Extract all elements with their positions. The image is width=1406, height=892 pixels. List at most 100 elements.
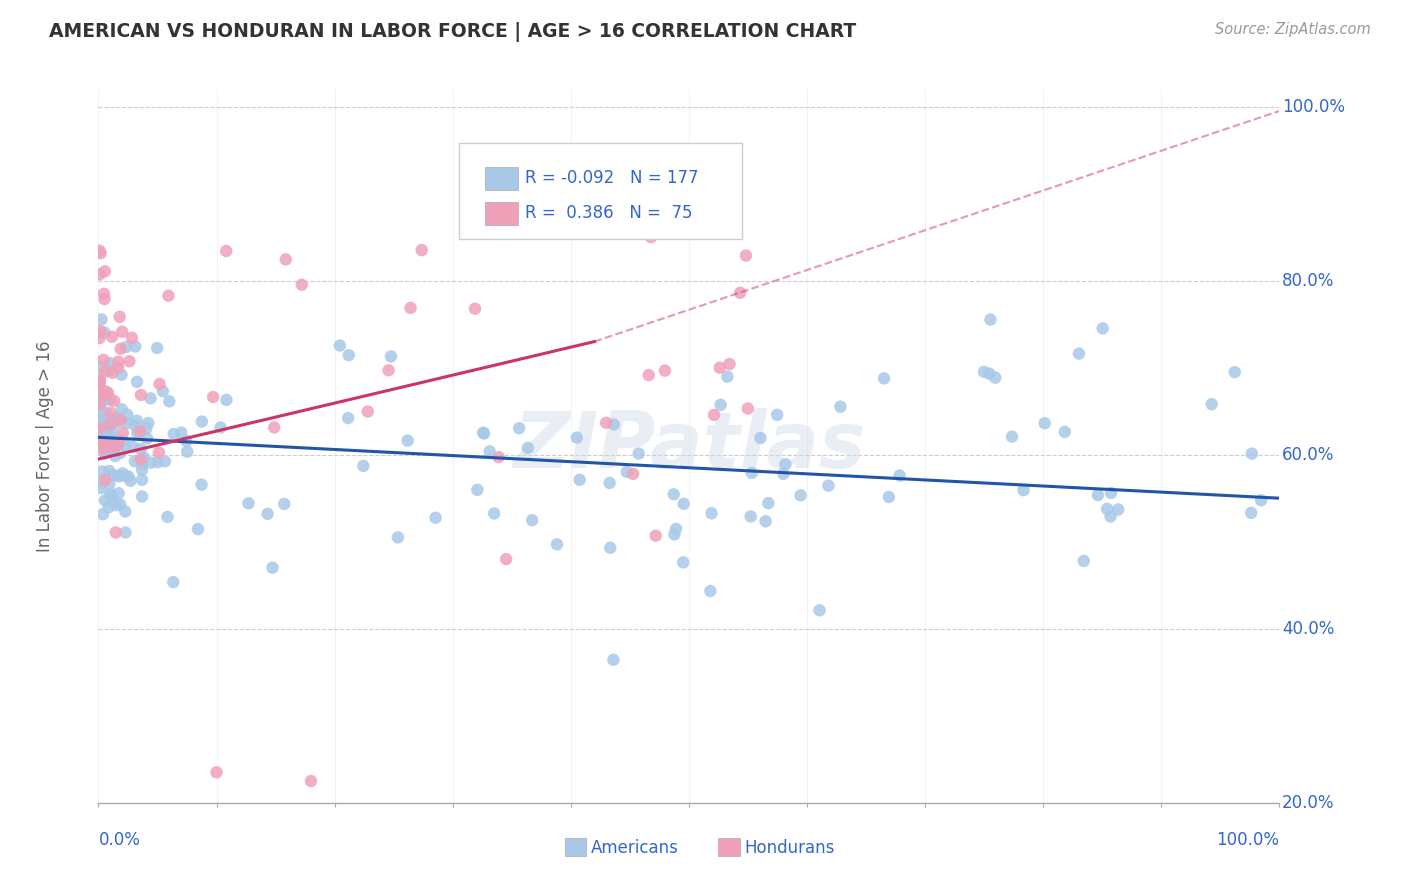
Point — [153, 454, 176, 468]
Point — [472, 426, 495, 441]
FancyBboxPatch shape — [458, 143, 742, 239]
Point — [595, 416, 617, 430]
Point — [100, 417, 122, 431]
Point — [979, 312, 1001, 326]
Point — [191, 415, 214, 429]
Point — [396, 434, 419, 448]
Point — [89, 417, 111, 432]
Point — [472, 425, 495, 440]
Point — [627, 446, 650, 460]
Point — [131, 473, 153, 487]
Text: 100.0%: 100.0% — [1282, 97, 1344, 116]
Point — [129, 388, 152, 402]
Point — [117, 408, 139, 422]
Point — [238, 496, 260, 510]
Point — [700, 506, 723, 520]
Text: AMERICAN VS HONDURAN IN LABOR FORCE | AGE > 16 CORRELATION CHART: AMERICAN VS HONDURAN IN LABOR FORCE | AG… — [49, 22, 856, 42]
Point — [599, 475, 621, 490]
Point — [565, 431, 588, 445]
Point — [380, 350, 402, 364]
Point — [873, 371, 896, 385]
Point — [616, 465, 638, 479]
Point — [176, 444, 198, 458]
Point — [1201, 397, 1223, 411]
Point — [96, 385, 118, 400]
Point — [107, 469, 129, 483]
Point — [1095, 501, 1118, 516]
Text: Source: ZipAtlas.com: Source: ZipAtlas.com — [1215, 22, 1371, 37]
Point — [291, 277, 314, 292]
Point — [111, 425, 134, 440]
Point — [89, 417, 111, 431]
Point — [728, 285, 751, 300]
Point — [337, 411, 360, 425]
Text: 60.0%: 60.0% — [1282, 446, 1334, 464]
Bar — [565, 838, 586, 856]
Text: 0.0%: 0.0% — [98, 831, 141, 849]
Point — [662, 487, 685, 501]
Point — [89, 376, 111, 390]
Point — [1240, 447, 1263, 461]
Point — [107, 360, 129, 375]
Point — [755, 514, 778, 528]
Point — [817, 478, 839, 492]
Point — [94, 264, 117, 278]
Point — [100, 406, 122, 420]
Point — [110, 413, 132, 427]
Point — [709, 360, 731, 375]
Point — [654, 364, 676, 378]
Point — [131, 458, 153, 472]
Point — [89, 405, 111, 419]
Point — [114, 438, 136, 452]
Point — [105, 498, 128, 512]
Bar — [485, 167, 517, 190]
Point — [93, 422, 115, 436]
Point — [299, 774, 322, 789]
Point — [495, 552, 517, 566]
Point — [1240, 506, 1263, 520]
Text: Hondurans: Hondurans — [744, 838, 835, 856]
Point — [93, 388, 115, 402]
Point — [1067, 346, 1090, 360]
Point — [146, 455, 169, 469]
Point — [488, 450, 510, 464]
Point — [141, 456, 163, 470]
Point — [107, 486, 129, 500]
Point — [91, 432, 114, 446]
Point — [508, 421, 530, 435]
Text: Americans: Americans — [591, 838, 679, 856]
Point — [132, 450, 155, 465]
Point — [256, 507, 278, 521]
Point — [546, 537, 568, 551]
Point — [110, 342, 132, 356]
Point — [984, 370, 1007, 384]
Point — [602, 653, 624, 667]
Point — [89, 436, 111, 450]
Point — [89, 324, 111, 338]
Point — [148, 376, 170, 391]
Point — [89, 359, 111, 374]
Point — [766, 408, 789, 422]
Point — [91, 465, 114, 479]
Point — [105, 410, 128, 425]
Point — [101, 467, 124, 482]
Point — [329, 338, 352, 352]
Point — [637, 368, 659, 383]
Point — [98, 417, 121, 432]
Point — [108, 497, 131, 511]
Point — [131, 490, 153, 504]
Point — [93, 441, 115, 455]
Point — [756, 496, 779, 510]
Point — [1053, 425, 1076, 439]
Point — [129, 442, 152, 456]
Point — [522, 513, 544, 527]
Point — [89, 411, 111, 425]
Point — [215, 392, 238, 407]
Point — [89, 475, 111, 489]
Point — [101, 442, 124, 456]
Point — [104, 414, 127, 428]
Point — [136, 416, 159, 430]
Point — [117, 469, 139, 483]
Point — [129, 452, 152, 467]
Point — [100, 489, 122, 503]
